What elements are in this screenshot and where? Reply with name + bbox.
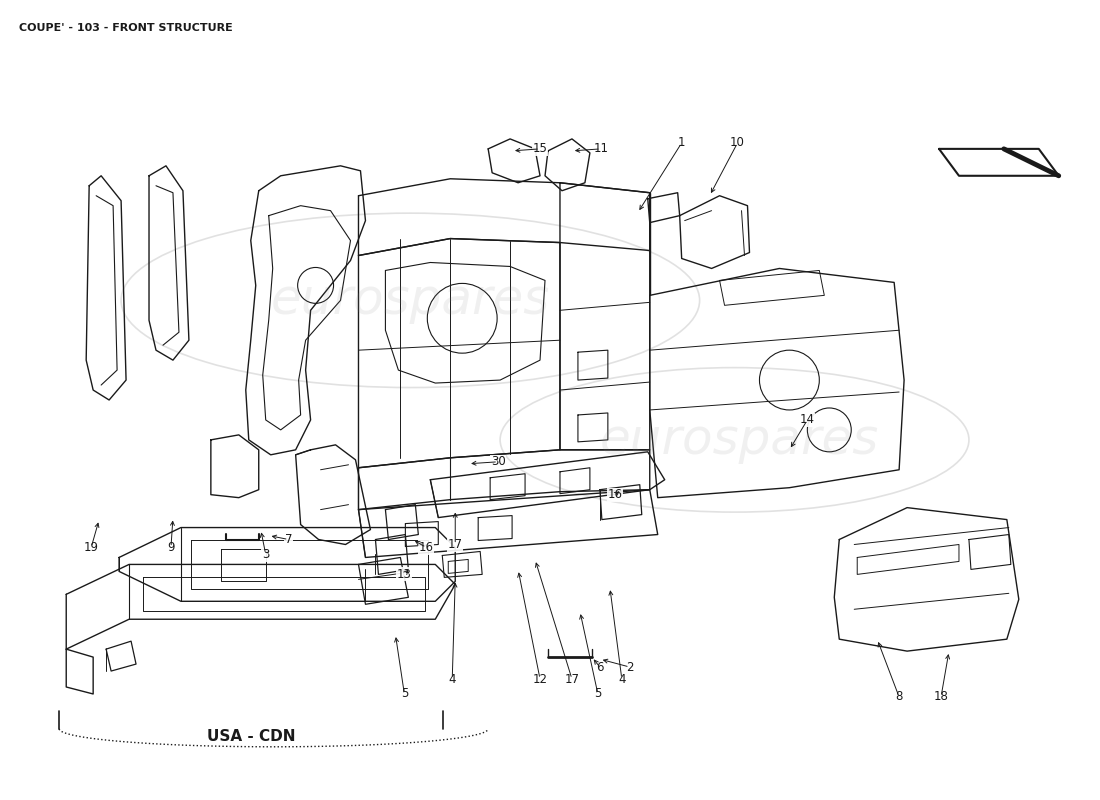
Text: 17: 17 (564, 673, 580, 686)
Text: 16: 16 (419, 541, 433, 554)
Text: 3: 3 (262, 548, 270, 561)
Text: 8: 8 (895, 690, 903, 703)
Text: 18: 18 (934, 690, 948, 703)
Text: 6: 6 (596, 661, 604, 674)
Text: 14: 14 (800, 414, 815, 426)
Text: 17: 17 (448, 538, 463, 551)
Text: 7: 7 (285, 533, 293, 546)
Text: 5: 5 (400, 687, 408, 701)
Text: 2: 2 (626, 661, 634, 674)
Text: 5: 5 (594, 687, 602, 701)
Text: 11: 11 (593, 142, 608, 155)
Text: 12: 12 (532, 673, 548, 686)
Text: eurospares: eurospares (600, 416, 879, 464)
Text: COUPE' - 103 - FRONT STRUCTURE: COUPE' - 103 - FRONT STRUCTURE (20, 23, 233, 34)
Text: 15: 15 (532, 142, 548, 155)
Text: 30: 30 (491, 455, 506, 468)
Text: 4: 4 (449, 673, 456, 686)
Text: USA - CDN: USA - CDN (207, 730, 295, 744)
Text: 4: 4 (618, 673, 626, 686)
Text: 13: 13 (397, 568, 411, 581)
Text: 9: 9 (167, 541, 175, 554)
Text: 16: 16 (607, 488, 623, 501)
Text: eurospares: eurospares (271, 276, 550, 324)
Text: 1: 1 (678, 136, 685, 150)
Text: 10: 10 (730, 136, 745, 150)
Text: 19: 19 (84, 541, 99, 554)
